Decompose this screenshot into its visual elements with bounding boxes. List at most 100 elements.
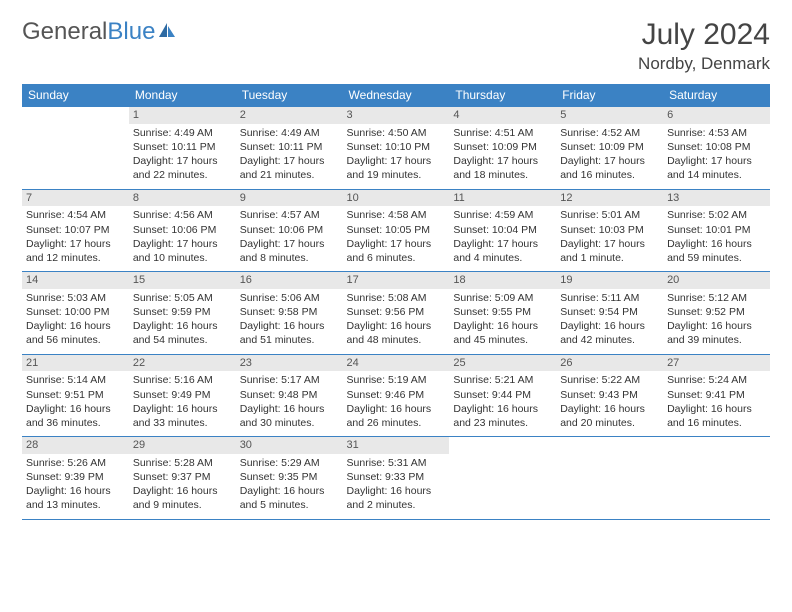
daylight-line: Daylight: 16 hours and 45 minutes. [453,319,552,347]
daylight-line: Daylight: 16 hours and 2 minutes. [347,484,446,512]
sunset-line: Sunset: 10:11 PM [133,140,232,154]
sunrise-line: Sunrise: 5:22 AM [560,373,659,387]
day-number: 29 [129,437,236,454]
sunset-line: Sunset: 9:41 PM [667,388,766,402]
sunset-line: Sunset: 9:44 PM [453,388,552,402]
sunrise-line: Sunrise: 4:49 AM [133,126,232,140]
daylight-line: Daylight: 16 hours and 13 minutes. [26,484,125,512]
weekday-header: Thursday [449,84,556,107]
empty-cell [663,437,770,520]
sunrise-line: Sunrise: 4:51 AM [453,126,552,140]
sunrise-line: Sunrise: 4:57 AM [240,208,339,222]
calendar-row: 14Sunrise: 5:03 AMSunset: 10:00 PMDaylig… [22,272,770,355]
weekday-header: Wednesday [343,84,450,107]
sunset-line: Sunset: 10:04 PM [453,223,552,237]
day-number: 5 [556,107,663,124]
day-cell: 11Sunrise: 4:59 AMSunset: 10:04 PMDaylig… [449,189,556,272]
calendar-row: 1Sunrise: 4:49 AMSunset: 10:11 PMDayligh… [22,107,770,190]
sunrise-line: Sunrise: 5:16 AM [133,373,232,387]
day-cell: 9Sunrise: 4:57 AMSunset: 10:06 PMDayligh… [236,189,343,272]
title-block: July 2024 Nordby, Denmark [638,18,770,74]
sunset-line: Sunset: 9:39 PM [26,470,125,484]
sunrise-line: Sunrise: 5:28 AM [133,456,232,470]
daylight-line: Daylight: 17 hours and 8 minutes. [240,237,339,265]
day-number: 31 [343,437,450,454]
sunset-line: Sunset: 9:35 PM [240,470,339,484]
daylight-line: Daylight: 17 hours and 22 minutes. [133,154,232,182]
sunrise-line: Sunrise: 5:05 AM [133,291,232,305]
day-cell: 17Sunrise: 5:08 AMSunset: 9:56 PMDayligh… [343,272,450,355]
month-title: July 2024 [638,18,770,52]
day-cell: 26Sunrise: 5:22 AMSunset: 9:43 PMDayligh… [556,354,663,437]
calendar-body: 1Sunrise: 4:49 AMSunset: 10:11 PMDayligh… [22,107,770,520]
day-number: 21 [22,355,129,372]
sunrise-line: Sunrise: 5:08 AM [347,291,446,305]
day-cell: 27Sunrise: 5:24 AMSunset: 9:41 PMDayligh… [663,354,770,437]
day-number: 12 [556,190,663,207]
day-cell: 21Sunrise: 5:14 AMSunset: 9:51 PMDayligh… [22,354,129,437]
day-number: 6 [663,107,770,124]
day-cell: 6Sunrise: 4:53 AMSunset: 10:08 PMDayligh… [663,107,770,190]
day-number: 7 [22,190,129,207]
day-cell: 31Sunrise: 5:31 AMSunset: 9:33 PMDayligh… [343,437,450,520]
day-number: 24 [343,355,450,372]
empty-cell [449,437,556,520]
day-number: 13 [663,190,770,207]
daylight-line: Daylight: 17 hours and 1 minute. [560,237,659,265]
sunrise-line: Sunrise: 5:19 AM [347,373,446,387]
daylight-line: Daylight: 17 hours and 4 minutes. [453,237,552,265]
day-cell: 30Sunrise: 5:29 AMSunset: 9:35 PMDayligh… [236,437,343,520]
day-cell: 28Sunrise: 5:26 AMSunset: 9:39 PMDayligh… [22,437,129,520]
sunrise-line: Sunrise: 5:12 AM [667,291,766,305]
day-cell: 22Sunrise: 5:16 AMSunset: 9:49 PMDayligh… [129,354,236,437]
day-number: 30 [236,437,343,454]
day-number: 28 [22,437,129,454]
day-cell: 14Sunrise: 5:03 AMSunset: 10:00 PMDaylig… [22,272,129,355]
sunset-line: Sunset: 9:43 PM [560,388,659,402]
sunset-line: Sunset: 9:46 PM [347,388,446,402]
sunrise-line: Sunrise: 4:52 AM [560,126,659,140]
sunset-line: Sunset: 10:01 PM [667,223,766,237]
sunset-line: Sunset: 9:49 PM [133,388,232,402]
daylight-line: Daylight: 17 hours and 18 minutes. [453,154,552,182]
daylight-line: Daylight: 17 hours and 12 minutes. [26,237,125,265]
sunrise-line: Sunrise: 4:56 AM [133,208,232,222]
day-number: 25 [449,355,556,372]
daylight-line: Daylight: 17 hours and 10 minutes. [133,237,232,265]
calendar-table: SundayMondayTuesdayWednesdayThursdayFrid… [22,84,770,520]
day-number: 3 [343,107,450,124]
sail-icon [157,21,177,39]
day-number: 8 [129,190,236,207]
day-cell: 5Sunrise: 4:52 AMSunset: 10:09 PMDayligh… [556,107,663,190]
day-cell: 8Sunrise: 4:56 AMSunset: 10:06 PMDayligh… [129,189,236,272]
day-cell: 24Sunrise: 5:19 AMSunset: 9:46 PMDayligh… [343,354,450,437]
sunset-line: Sunset: 10:09 PM [453,140,552,154]
daylight-line: Daylight: 16 hours and 23 minutes. [453,402,552,430]
sunset-line: Sunset: 10:09 PM [560,140,659,154]
sunrise-line: Sunrise: 4:53 AM [667,126,766,140]
daylight-line: Daylight: 16 hours and 33 minutes. [133,402,232,430]
day-cell: 2Sunrise: 4:49 AMSunset: 10:11 PMDayligh… [236,107,343,190]
day-number: 16 [236,272,343,289]
daylight-line: Daylight: 17 hours and 21 minutes. [240,154,339,182]
brand-logo: GeneralBlue [22,18,177,46]
day-number: 22 [129,355,236,372]
calendar-row: 7Sunrise: 4:54 AMSunset: 10:07 PMDayligh… [22,189,770,272]
sunset-line: Sunset: 9:56 PM [347,305,446,319]
sunrise-line: Sunrise: 5:09 AM [453,291,552,305]
day-number: 20 [663,272,770,289]
weekday-header: Monday [129,84,236,107]
sunrise-line: Sunrise: 5:24 AM [667,373,766,387]
sunrise-line: Sunrise: 4:59 AM [453,208,552,222]
day-number: 19 [556,272,663,289]
sunset-line: Sunset: 10:07 PM [26,223,125,237]
empty-cell [556,437,663,520]
day-number: 26 [556,355,663,372]
sunrise-line: Sunrise: 5:31 AM [347,456,446,470]
daylight-line: Daylight: 17 hours and 6 minutes. [347,237,446,265]
sunrise-line: Sunrise: 5:21 AM [453,373,552,387]
sunrise-line: Sunrise: 4:49 AM [240,126,339,140]
day-number: 18 [449,272,556,289]
day-cell: 1Sunrise: 4:49 AMSunset: 10:11 PMDayligh… [129,107,236,190]
day-number: 9 [236,190,343,207]
